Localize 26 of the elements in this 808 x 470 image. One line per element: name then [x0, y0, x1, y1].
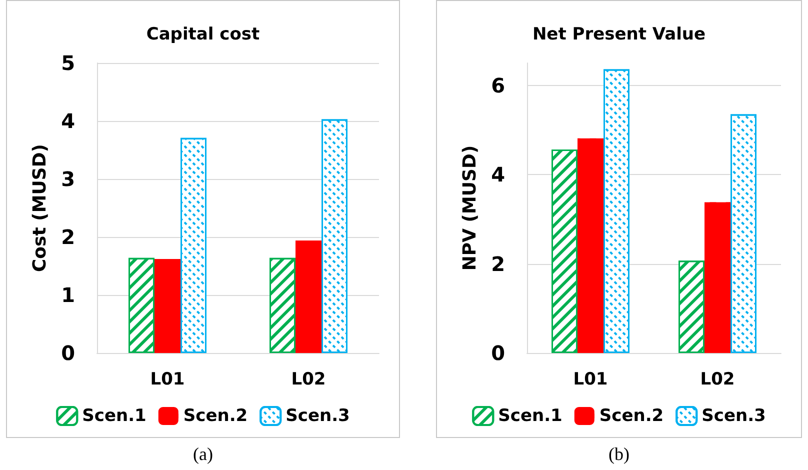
y-tick-label: 4: [61, 109, 75, 133]
y-axis-title: NPV (MUSD): [460, 145, 480, 271]
y-tick-label: 1: [61, 283, 75, 307]
chart-title: Capital cost: [146, 24, 260, 44]
chart-title: Net Present Value: [532, 24, 706, 44]
x-tick-label: L01: [150, 370, 185, 390]
legend-label: Scen.1: [498, 406, 562, 426]
legend-label: Scen.3: [702, 406, 766, 426]
x-tick-label: L01: [573, 370, 608, 390]
text: (a): [192, 444, 214, 465]
y-tick-label: 3: [61, 167, 75, 191]
legend-label: Scen.3: [286, 406, 350, 426]
y-tick-label: 2: [491, 252, 505, 276]
y-tick-label: 0: [491, 341, 505, 365]
legend-label: Scen.2: [599, 406, 664, 426]
y-tick-label: 4: [491, 162, 505, 187]
y-axis-title: Cost (MUSD): [30, 144, 50, 272]
legend-label: Scen.2: [183, 406, 248, 426]
y-tick-label: 2: [61, 225, 75, 249]
y-tick-label: 6: [491, 73, 505, 98]
x-tick-label: L02: [291, 370, 326, 390]
text: (b): [608, 444, 630, 465]
x-tick-label: L02: [700, 370, 735, 390]
legend-label: Scen.1: [82, 406, 146, 426]
y-tick-label: 0: [61, 341, 75, 365]
y-tick-label: 5: [61, 51, 75, 75]
